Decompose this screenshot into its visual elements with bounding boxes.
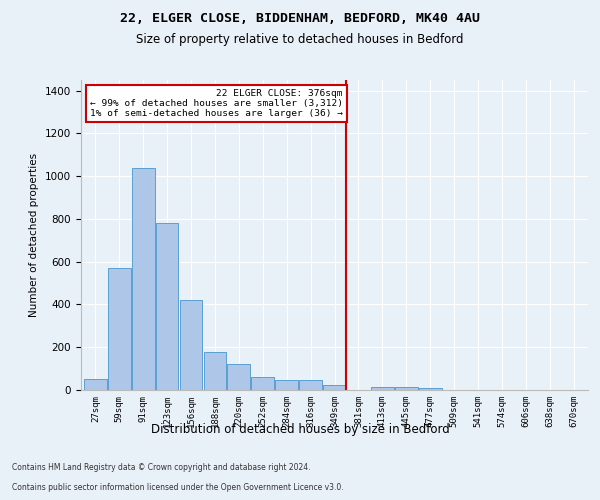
Text: Size of property relative to detached houses in Bedford: Size of property relative to detached ho… (136, 32, 464, 46)
Bar (132, 168, 155, 390)
Bar (203, 352, 226, 390)
Bar (179, 300, 202, 390)
Text: Contains public sector information licensed under the Open Government Licence v3: Contains public sector information licen… (12, 484, 344, 492)
Bar (395, 387, 418, 390)
Bar (227, 364, 250, 390)
Bar (323, 384, 346, 390)
Bar (251, 377, 274, 390)
Bar (299, 380, 322, 390)
Bar (275, 380, 298, 390)
Text: 22, ELGER CLOSE, BIDDENHAM, BEDFORD, MK40 4AU: 22, ELGER CLOSE, BIDDENHAM, BEDFORD, MK4… (120, 12, 480, 26)
Text: 22 ELGER CLOSE: 376sqm
← 99% of detached houses are smaller (3,312)
1% of semi-d: 22 ELGER CLOSE: 376sqm ← 99% of detached… (90, 88, 343, 118)
Bar (108, 268, 131, 390)
Bar (84, 380, 107, 390)
Y-axis label: Number of detached properties: Number of detached properties (29, 153, 40, 317)
Text: Contains HM Land Registry data © Crown copyright and database right 2024.: Contains HM Land Registry data © Crown c… (12, 464, 311, 472)
Text: Distribution of detached houses by size in Bedford: Distribution of detached houses by size … (151, 422, 449, 436)
Bar (419, 388, 442, 390)
Bar (156, 223, 178, 390)
Bar (371, 387, 394, 390)
